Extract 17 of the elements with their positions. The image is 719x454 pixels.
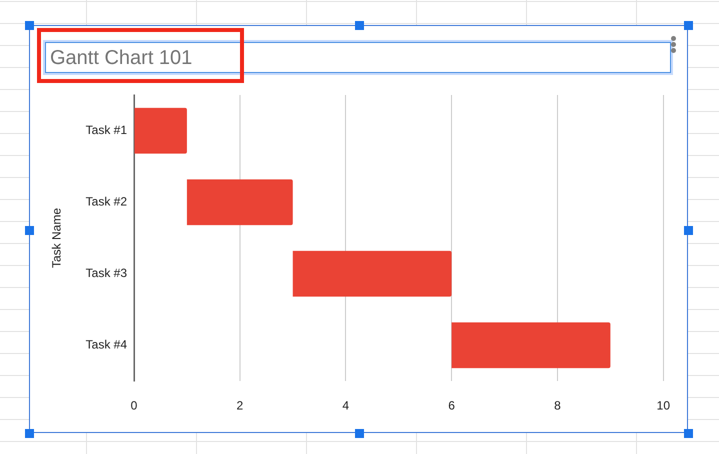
x-tick-label: 6 [448, 398, 456, 413]
bar [292, 250, 452, 297]
bar [186, 179, 293, 226]
x-tick-label: 8 [554, 398, 562, 413]
x-tick-label: 10 [656, 398, 670, 413]
y-tick-label: Task #3 [86, 266, 128, 280]
y-axis-title: Task Name [50, 208, 64, 268]
y-tick-label: Task #4 [86, 338, 128, 352]
y-tick-label: Task #2 [86, 194, 128, 209]
x-tick-label: 0 [130, 398, 138, 413]
text-field: Gantt Chart 101 [45, 42, 671, 73]
x-tick-label: 2 [236, 398, 244, 413]
y-tick-label: Task #1 [86, 123, 128, 138]
chart-title: Gantt Chart 101 [50, 46, 192, 70]
bar [134, 108, 187, 154]
x-tick-label: 4 [342, 398, 350, 413]
bar [452, 322, 610, 368]
